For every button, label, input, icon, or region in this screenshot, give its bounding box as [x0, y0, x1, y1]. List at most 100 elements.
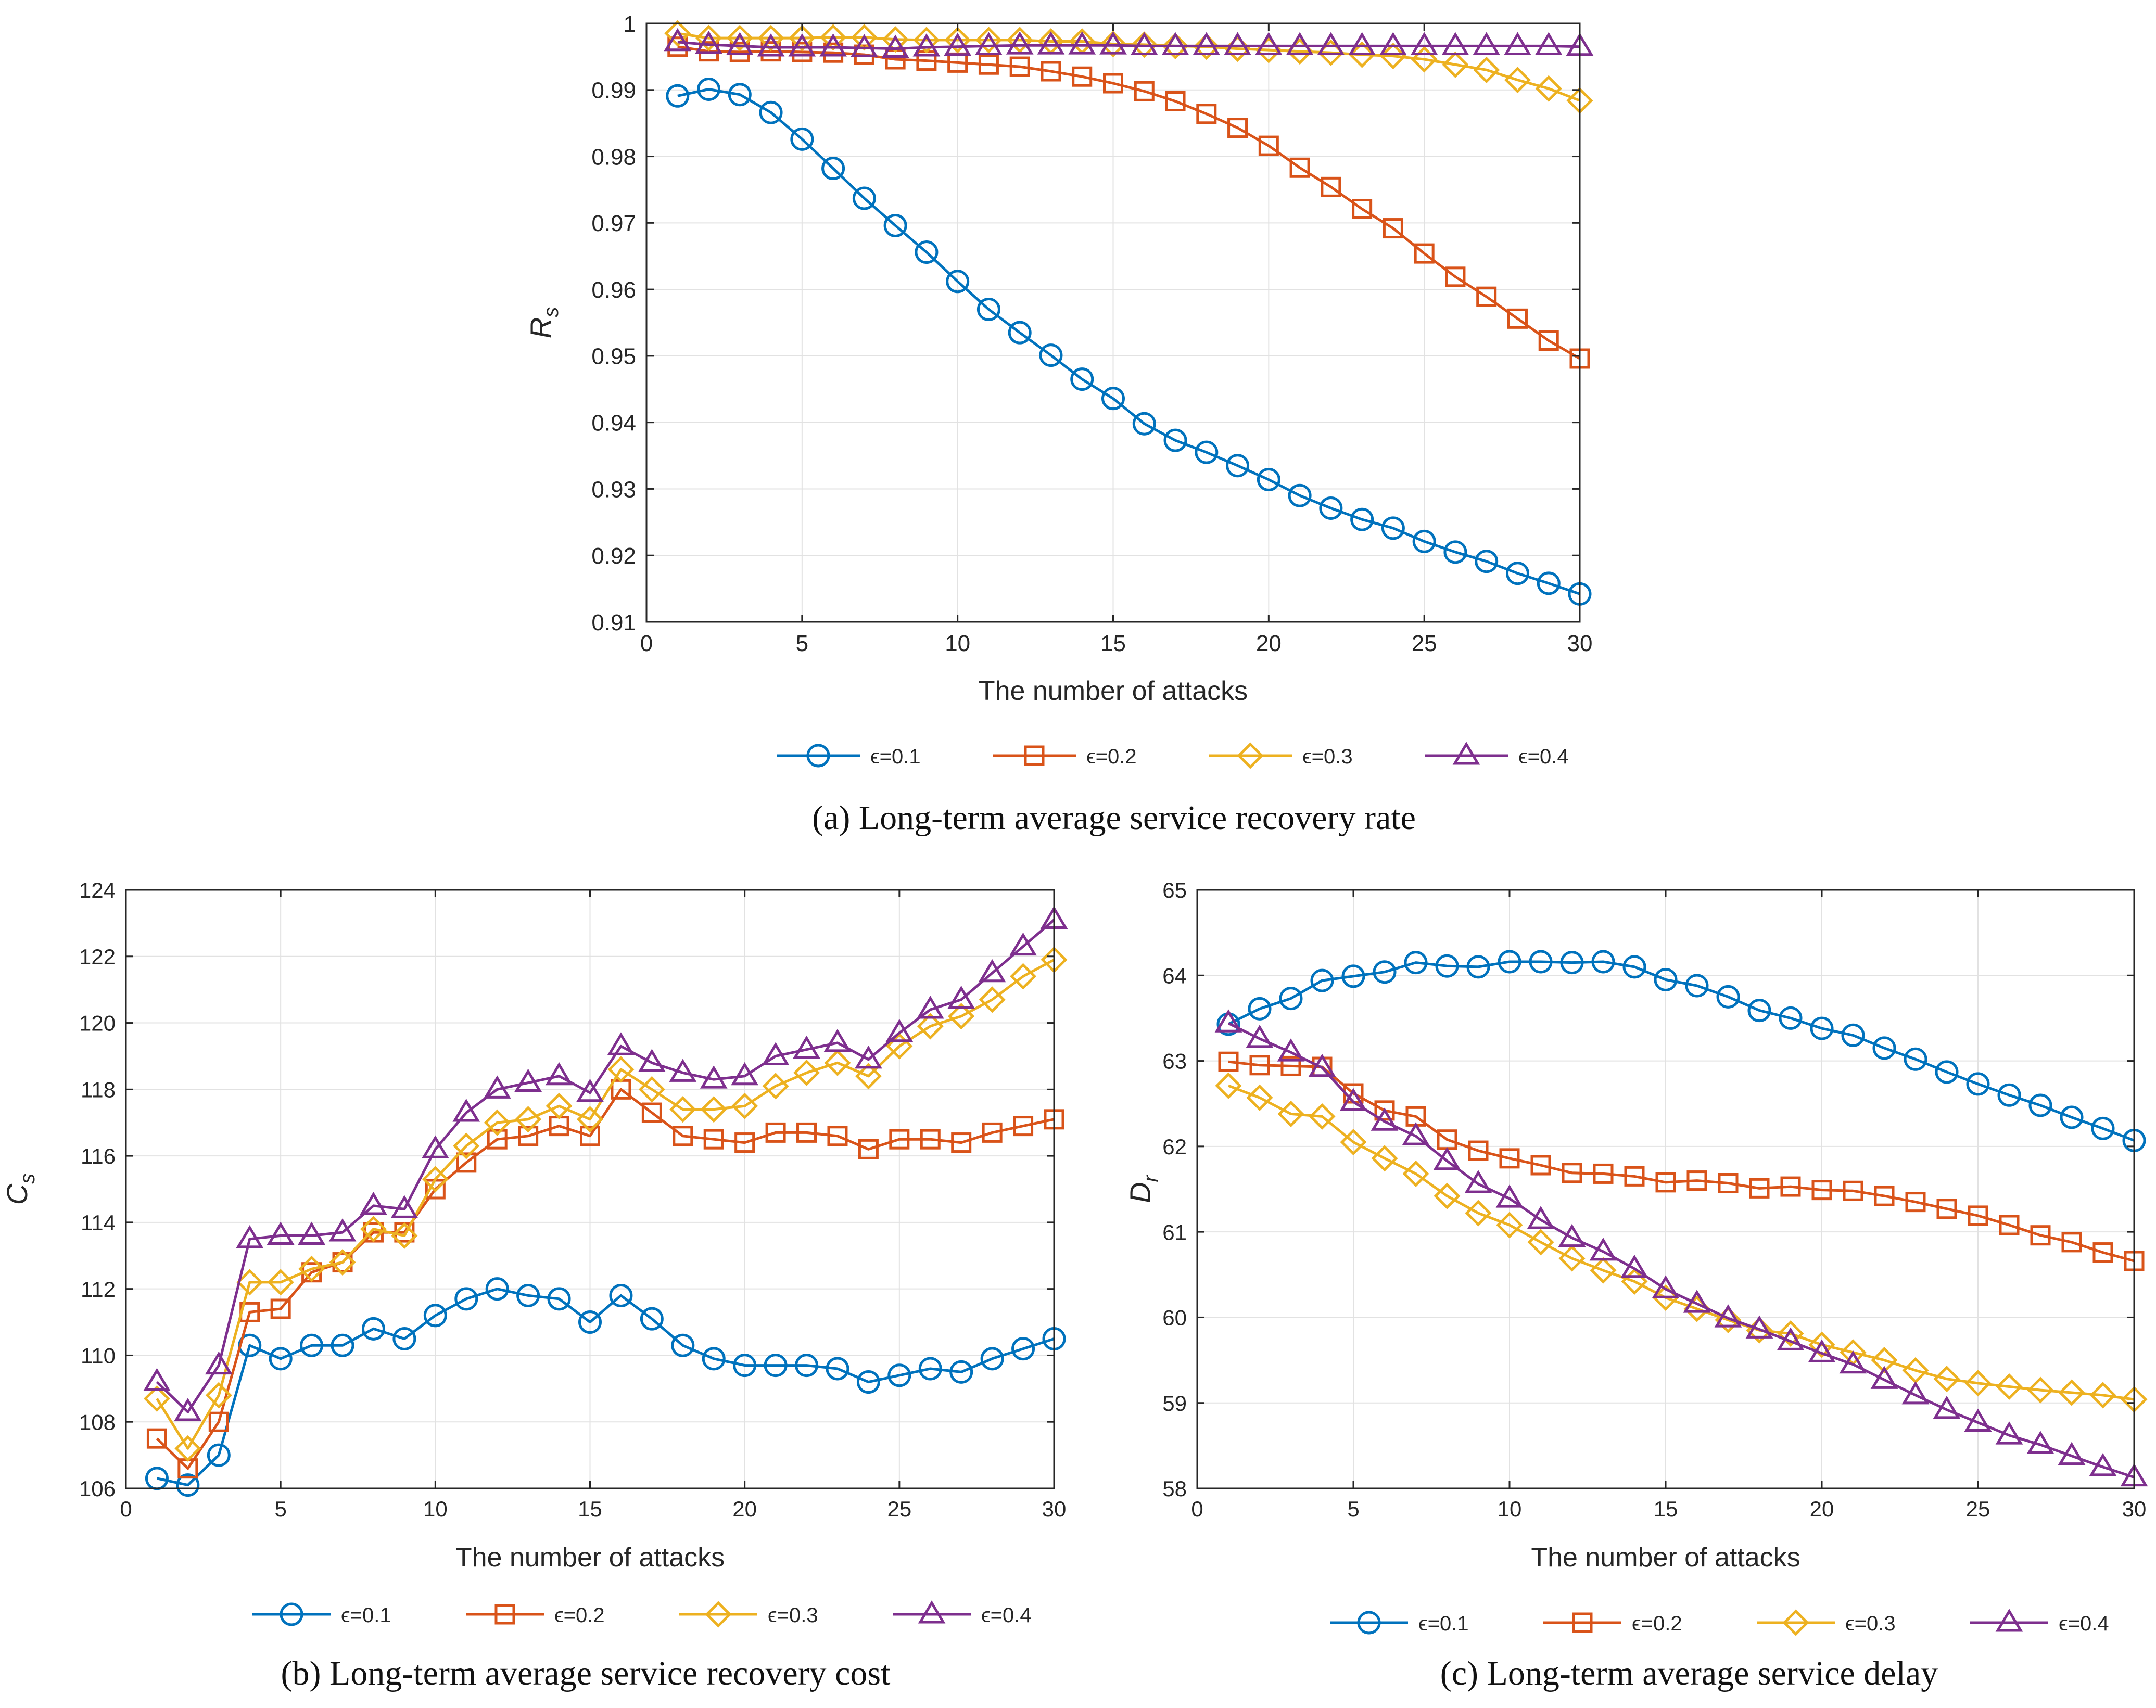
legend: ϵ=0.1 ϵ=0.2 ϵ=0.3 ϵ=0.4 [777, 742, 1569, 769]
data-point [1558, 1223, 1586, 1247]
legend-label: ϵ=0.3 [768, 1604, 818, 1627]
data-point [270, 1298, 291, 1319]
data-point [1404, 951, 1428, 975]
series-line [156, 1288, 1055, 1487]
y-tick-label: 1 [624, 11, 636, 37]
data-point [2060, 1105, 2084, 1129]
data-point [1381, 516, 1405, 540]
data-point [793, 1035, 820, 1059]
data-point [1496, 1212, 1523, 1239]
data-point [731, 1062, 759, 1086]
data-point [176, 1473, 200, 1497]
data-point [1435, 954, 1459, 978]
data-point [1465, 1200, 1492, 1227]
data-point [607, 1032, 635, 1055]
data-point [702, 1347, 726, 1371]
data-point [1340, 1129, 1367, 1156]
data-point [576, 1078, 604, 1102]
data-point [1843, 1180, 1863, 1201]
data-point [1777, 1327, 1805, 1350]
data-point [1226, 454, 1250, 478]
data-point [207, 1443, 231, 1467]
data-point [1591, 950, 1615, 974]
data-point [795, 1354, 819, 1378]
data-point [483, 1075, 511, 1099]
data-point [1011, 1337, 1035, 1361]
data-point [2058, 1379, 2085, 1406]
legend-item-eps-2: ϵ=0.2 [993, 745, 1137, 768]
y-axis-label-subscript: r [1139, 1174, 1162, 1182]
data-point [1218, 1051, 1239, 1072]
series-line [156, 1088, 1055, 1470]
data-point [1872, 1036, 1896, 1060]
data-point [205, 1382, 232, 1409]
data-point [638, 1049, 666, 1072]
data-point [695, 30, 722, 54]
data-point [980, 1347, 1004, 1371]
data-point [1193, 33, 1220, 60]
y-tick-label: 0.97 [591, 211, 636, 236]
data-point [757, 33, 785, 57]
data-point [913, 27, 940, 54]
data-point [757, 24, 784, 52]
data-point [1933, 1366, 1960, 1393]
data-point [580, 1126, 600, 1146]
data-point [1411, 46, 1438, 73]
y-tick-label: 63 [1162, 1049, 1187, 1074]
data-point [881, 34, 909, 58]
data-point [1196, 104, 1217, 124]
data-point [1433, 1146, 1461, 1170]
data-point [1445, 266, 1466, 287]
data-point [734, 1132, 755, 1153]
data-point [1473, 56, 1500, 83]
y-tick-label: 62 [1162, 1135, 1187, 1159]
data-point [300, 1333, 324, 1357]
data-point [1371, 1145, 1398, 1172]
data-point [855, 1045, 882, 1069]
y-tick-label: 0.93 [591, 477, 636, 502]
data-point [641, 1102, 662, 1123]
data-point [1871, 1347, 1898, 1374]
data-point [421, 1135, 449, 1158]
data-point [1498, 950, 1521, 974]
data-point [1039, 343, 1063, 367]
data-point [1874, 1186, 1895, 1206]
data-point [1810, 1016, 1834, 1040]
y-tick-label: 0.99 [591, 78, 636, 104]
x-tick-label: 25 [1966, 1497, 1990, 1521]
data-point [2089, 1382, 2116, 1409]
legend-marker [1024, 745, 1045, 766]
legend-marker [494, 1604, 515, 1625]
data-point [1162, 32, 1189, 59]
data-point [1620, 1254, 1648, 1278]
series-line [1227, 960, 2135, 1142]
data-point [1099, 31, 1127, 55]
series-line [1228, 1060, 2135, 1263]
data-point [1901, 1381, 1930, 1405]
x-tick-label: 15 [578, 1497, 602, 1521]
figure-caption: (a) Long-term average service recovery r… [812, 799, 1416, 837]
data-point [545, 1062, 573, 1086]
legend-item-eps-1: ϵ=0.1 [252, 1602, 391, 1627]
data-point [1280, 1055, 1301, 1076]
data-point [882, 26, 909, 53]
data-point [578, 1310, 602, 1334]
data-point [915, 240, 939, 264]
legend-label: ϵ=0.1 [341, 1604, 391, 1627]
data-point [1714, 1304, 1742, 1328]
data-point [726, 24, 753, 52]
data-point [1538, 330, 1559, 351]
data-point [2026, 1431, 2054, 1454]
y-axis-label-subscript: s [540, 307, 563, 317]
x-tick-label: 20 [1256, 631, 1282, 656]
data-point [1288, 483, 1312, 507]
data-point [1530, 1155, 1551, 1176]
data-point [1590, 1257, 1617, 1284]
series-line [677, 45, 1581, 360]
data-point [762, 1073, 789, 1100]
data-point [788, 33, 816, 57]
data-point [664, 28, 692, 52]
ticks: 0 5 10 15 20 25 30 106 108 110 112 114 116 118 120 122 1… [79, 878, 1066, 1521]
y-tick-label: 0.95 [591, 344, 636, 369]
x-tick-label: 30 [2122, 1497, 2147, 1521]
